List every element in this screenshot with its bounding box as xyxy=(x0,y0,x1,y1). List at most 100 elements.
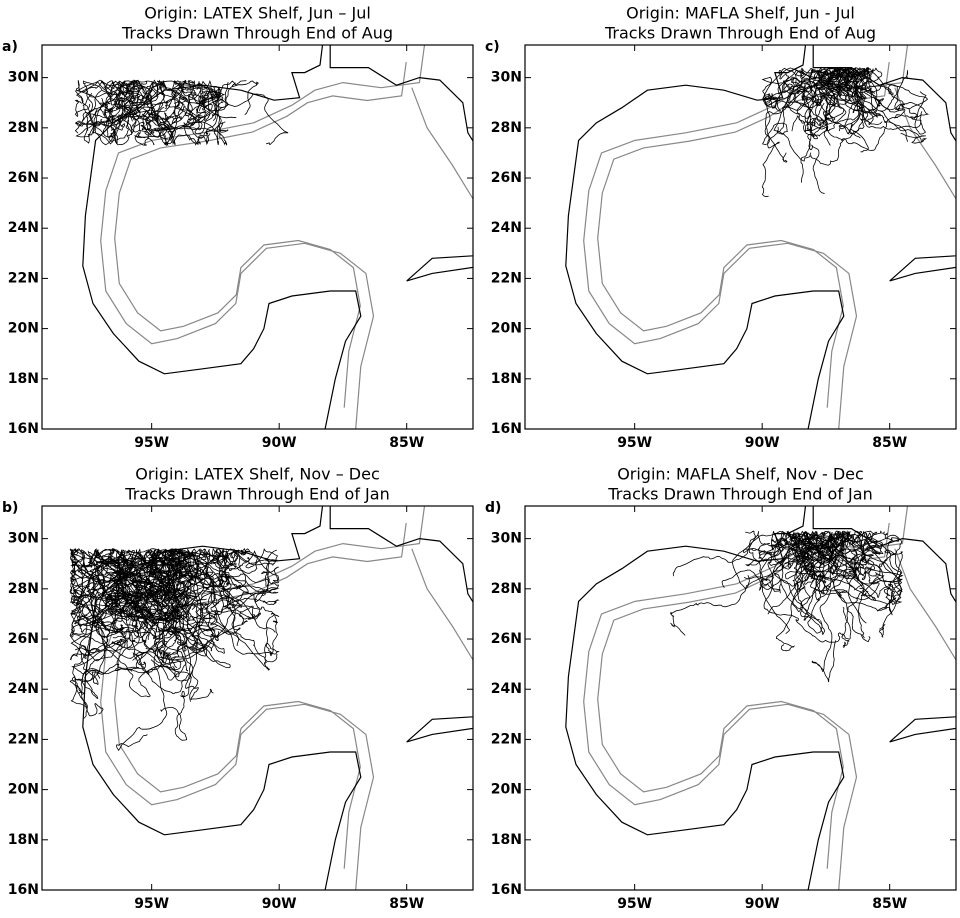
x-tick-label: 85W xyxy=(389,896,424,912)
drifter-track xyxy=(767,532,825,615)
y-tick-label: 26N xyxy=(491,631,522,647)
drifter-track xyxy=(188,549,280,606)
panel-letter: c) xyxy=(485,39,500,55)
drifter-track xyxy=(789,530,849,561)
drifter-track xyxy=(827,544,903,616)
drifter-track xyxy=(796,77,840,131)
y-tick-label: 22N xyxy=(491,270,522,286)
drifter-track xyxy=(85,95,144,125)
isobath xyxy=(583,506,909,890)
y-tick-label: 16N xyxy=(8,421,39,437)
map-frame xyxy=(524,44,957,430)
drifter-track xyxy=(69,594,139,695)
drifter-track xyxy=(811,547,847,683)
drifter-track xyxy=(761,67,805,101)
drifter-track xyxy=(156,570,232,665)
drifter-track xyxy=(771,537,845,571)
coastline xyxy=(565,506,845,890)
y-tick-label: 16N xyxy=(491,882,522,898)
drifter-track xyxy=(863,91,930,135)
panel-title: Origin: LATEX Shelf, Jun – Jul xyxy=(144,4,371,23)
drifter-track xyxy=(846,67,881,117)
drifter-track xyxy=(783,69,805,104)
drifter-track xyxy=(122,79,152,136)
x-tick-label: 90W xyxy=(745,896,780,912)
isobath xyxy=(114,523,407,869)
drifter-track xyxy=(158,548,194,596)
drifter-track xyxy=(849,70,909,113)
drifter-track xyxy=(182,91,222,127)
drifter-track xyxy=(119,549,210,604)
drifter-track xyxy=(764,73,813,119)
drifter-track xyxy=(180,83,221,146)
drifter-track xyxy=(132,550,179,591)
y-tick-label: 30N xyxy=(8,531,39,547)
drifter-track xyxy=(96,560,136,679)
y-tick-label: 22N xyxy=(8,731,39,747)
isobath xyxy=(114,62,407,408)
y-tick-label: 20N xyxy=(8,321,39,337)
drifter-track xyxy=(69,548,127,654)
drifter-track xyxy=(104,593,185,675)
panel-letter: b) xyxy=(2,500,18,516)
drifter-track xyxy=(764,67,860,163)
drifter-track xyxy=(800,82,829,183)
coastline xyxy=(406,255,473,282)
drifter-track xyxy=(197,588,280,671)
drifter-track xyxy=(120,79,143,105)
isobath xyxy=(411,87,473,200)
coastline xyxy=(889,255,956,282)
drifter-track xyxy=(130,79,159,106)
drifter-track xyxy=(139,612,192,741)
drifter-track xyxy=(852,530,902,599)
drifter-track xyxy=(99,80,165,109)
y-tick-label: 18N xyxy=(491,371,522,387)
drifter-track xyxy=(825,73,866,100)
x-tick-label: 95W xyxy=(617,896,652,912)
drifter-track xyxy=(186,87,228,146)
panel-letter: d) xyxy=(485,500,501,516)
drifter-track xyxy=(118,549,199,599)
drifter-track xyxy=(81,597,190,700)
x-tick-label: 90W xyxy=(262,896,297,912)
x-tick-label: 95W xyxy=(134,896,169,912)
drifter-track xyxy=(804,532,841,585)
coastline xyxy=(329,45,473,143)
drifter-track xyxy=(132,610,215,695)
drifter-track xyxy=(830,531,881,580)
drifter-track xyxy=(856,531,903,638)
drifter-track xyxy=(761,67,808,198)
drifter-track xyxy=(164,100,215,139)
y-tick-label: 30N xyxy=(8,70,39,86)
y-tick-label: 28N xyxy=(491,120,522,136)
drifter-track xyxy=(855,70,923,131)
isobath xyxy=(597,62,890,408)
drifter-track xyxy=(90,548,218,601)
drifter-track xyxy=(791,543,823,634)
drifter-track xyxy=(826,67,865,117)
drifter-track xyxy=(163,586,242,669)
drifter-track xyxy=(132,606,206,653)
drifter-track xyxy=(172,562,241,635)
drifter-track xyxy=(845,540,902,610)
drifter-track xyxy=(764,77,817,112)
drifter-track xyxy=(94,554,166,614)
y-tick-label: 30N xyxy=(491,70,522,86)
drifter-track xyxy=(196,93,289,145)
drifter-track xyxy=(86,557,197,616)
drifter-track xyxy=(813,67,875,94)
drifter-track xyxy=(75,80,124,145)
y-tick-label: 30N xyxy=(491,531,522,547)
drifter-track xyxy=(95,79,148,108)
isobath xyxy=(894,548,956,661)
isobath xyxy=(583,45,909,429)
drifter-track xyxy=(93,609,182,678)
drifter-track xyxy=(129,548,230,588)
x-tick-label: 90W xyxy=(262,435,297,451)
drifter-track xyxy=(184,94,213,122)
isobath xyxy=(411,548,473,661)
drifter-track xyxy=(101,97,133,131)
panel-title: Origin: LATEX Shelf, Nov – Dec xyxy=(135,465,380,484)
y-tick-label: 20N xyxy=(8,782,39,798)
drifter-track xyxy=(103,80,155,115)
